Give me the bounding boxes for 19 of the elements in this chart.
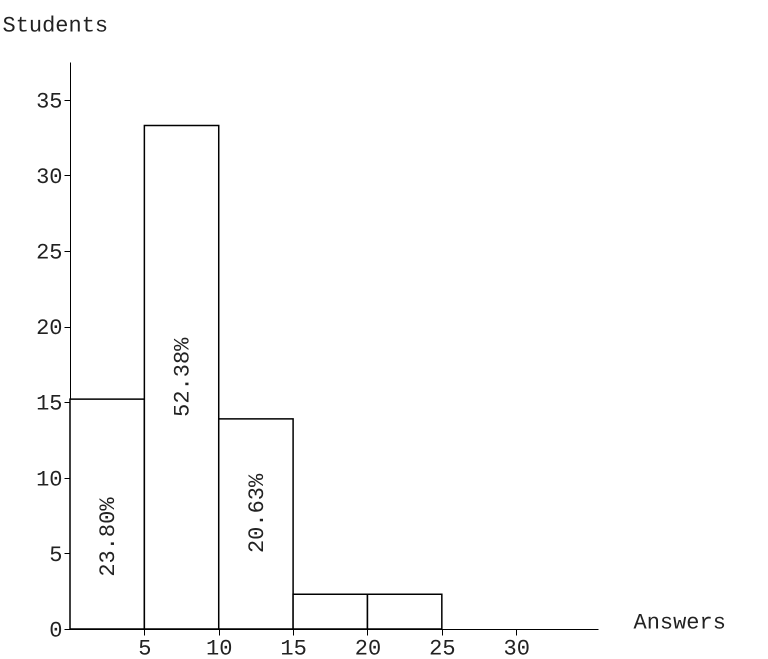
annotation: 20.63%	[244, 473, 270, 554]
x-tick-label: 30	[503, 636, 530, 659]
y-tick-label: 15	[36, 392, 62, 417]
x-tick-label: 25	[429, 636, 456, 659]
y-tick-label: 35	[36, 89, 62, 114]
x-axis-title: Answers	[634, 610, 726, 636]
y-tick-label: 0	[49, 618, 62, 644]
y-axis-title: Students	[2, 14, 108, 38]
y-tick-label: 30	[36, 164, 62, 190]
y-tick-label: 10	[36, 467, 62, 492]
y-tick-label: 20	[36, 316, 62, 342]
x-tick-label: 15	[280, 636, 307, 659]
x-tick-label: 20	[354, 636, 382, 659]
x-tick-label: 5	[138, 636, 152, 659]
y-tick-label: 25	[36, 240, 62, 266]
y-tick-label: 5	[49, 542, 62, 568]
annotation: 23.80%	[96, 496, 122, 577]
x-tick-label: 10	[206, 636, 232, 659]
annotation: 52.38%	[170, 336, 196, 417]
